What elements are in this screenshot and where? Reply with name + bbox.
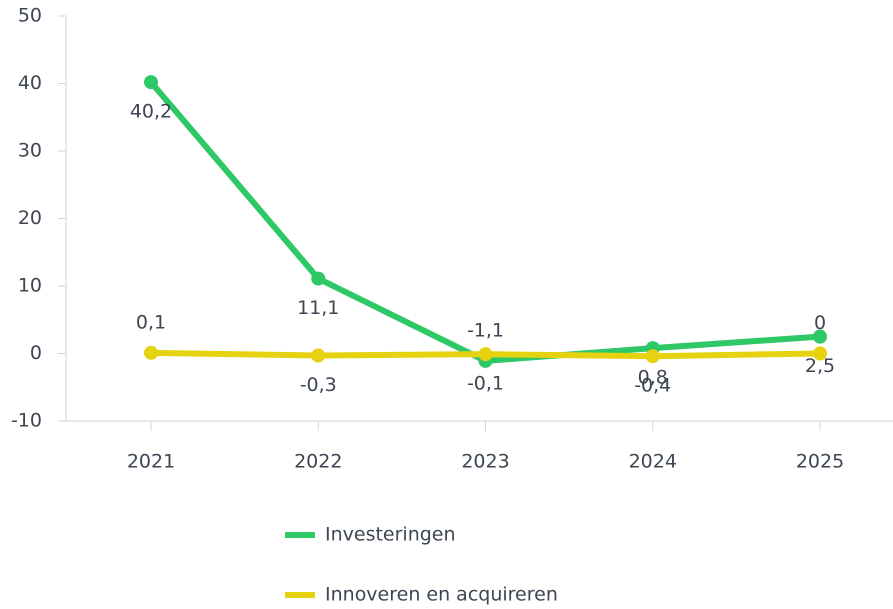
data-label: 0,1 <box>136 311 166 333</box>
y-tick-label: 0 <box>30 342 42 364</box>
y-tick-label: 10 <box>18 275 42 297</box>
point <box>144 75 158 90</box>
x-tick-label: 2023 <box>461 451 509 473</box>
legend-label: Innoveren en acquireren <box>325 584 558 606</box>
point <box>813 329 827 344</box>
x-tick-label: 2021 <box>127 451 175 473</box>
data-label: 40,2 <box>130 101 172 123</box>
point <box>645 349 660 364</box>
x-tick-label: 2022 <box>294 451 342 473</box>
legend-label: Investeringen <box>325 524 456 546</box>
data-label: -0,1 <box>467 373 504 395</box>
y-tick-label: 30 <box>18 140 42 162</box>
data-label: 0,8 <box>638 367 668 389</box>
y-tick-label: 20 <box>18 207 42 229</box>
data-label: 0 <box>814 312 826 334</box>
y-tick-label: 50 <box>18 5 42 27</box>
data-label: 11,1 <box>297 297 339 319</box>
data-label: 2,5 <box>805 355 835 377</box>
x-tick-label: 2025 <box>796 451 844 473</box>
point <box>813 346 827 361</box>
y-tick-label: -10 <box>11 410 42 432</box>
point <box>311 348 326 363</box>
data-label: -0,3 <box>300 374 337 396</box>
point <box>311 271 326 286</box>
point <box>478 347 493 362</box>
point <box>144 345 158 360</box>
data-label: -0,4 <box>634 375 671 397</box>
y-tick-label: 40 <box>18 72 42 94</box>
x-tick-label: 2024 <box>629 451 677 473</box>
data-label: -1,1 <box>467 319 504 341</box>
